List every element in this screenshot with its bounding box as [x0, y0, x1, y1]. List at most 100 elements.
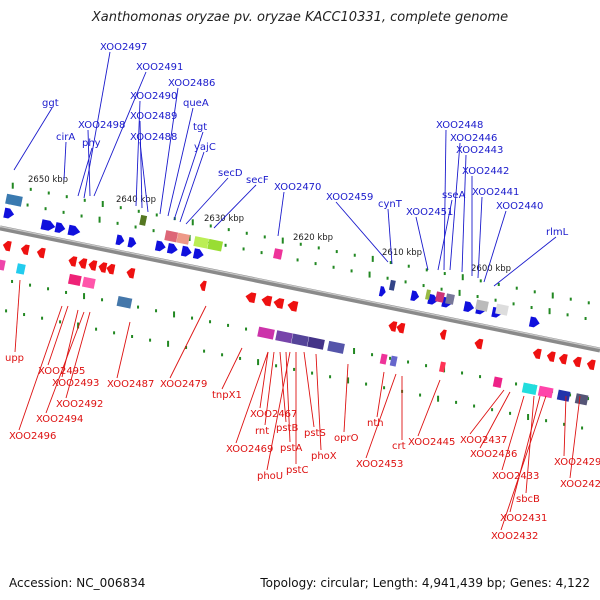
gene-block	[307, 336, 325, 350]
gene-block	[164, 230, 179, 243]
gene-block	[327, 340, 345, 354]
scale-tick	[350, 269, 353, 273]
scale-tick	[101, 298, 104, 302]
reverse-gene-arrow	[287, 300, 299, 312]
scale-tick	[419, 393, 422, 397]
scale-tick	[317, 246, 320, 250]
reverse-gene-label: XOO2496	[9, 431, 56, 442]
leader-line	[87, 129, 91, 197]
gene-block	[139, 214, 148, 226]
reverse-gene-label: XOO2453	[356, 459, 403, 470]
scale-tick	[5, 309, 8, 313]
leader-line	[93, 71, 147, 197]
reverse-gene-arrow	[36, 247, 46, 259]
reverse-gene-arrow	[586, 359, 596, 371]
gene-block	[291, 333, 309, 347]
scale-tick	[11, 279, 14, 283]
leader-line	[315, 353, 322, 451]
gene-block-fill	[139, 214, 148, 226]
scale-tick	[533, 290, 536, 294]
scale-tick	[242, 247, 245, 251]
reverse-gene-arrow	[388, 321, 398, 332]
scale-tick	[185, 345, 188, 349]
forward-gene-label: XOO2488	[130, 132, 177, 143]
reverse-gene-label: rnt	[255, 426, 269, 437]
gene-block-fill	[207, 238, 224, 252]
leader-line	[77, 147, 93, 197]
reverse-gene-label: XOO2432	[491, 531, 538, 542]
scale-tick	[275, 364, 278, 368]
leader-line	[169, 305, 207, 379]
scale-tick	[314, 262, 317, 266]
gene-block-fill	[475, 299, 489, 312]
scale-tick	[224, 243, 227, 247]
gene-block-fill	[81, 276, 96, 289]
scale-tick	[44, 207, 47, 211]
gene-block	[0, 258, 6, 271]
leader-line	[213, 184, 257, 229]
scale-tick	[437, 395, 440, 402]
gene-block-fill	[492, 376, 503, 388]
leader-line	[63, 141, 67, 181]
leader-line	[13, 107, 53, 171]
scale-tick	[587, 397, 590, 401]
gene-block-fill	[521, 382, 538, 396]
forward-gene-label: phy	[82, 138, 101, 149]
scale-tick	[584, 316, 587, 320]
scale-tick	[245, 327, 248, 331]
scale-tick	[332, 265, 335, 269]
scale-tick	[515, 382, 518, 386]
scale-tick	[383, 386, 386, 390]
scale-tick	[548, 308, 551, 315]
scale-tick	[77, 322, 80, 329]
gene-block	[273, 248, 283, 260]
scale-tick	[479, 375, 482, 379]
forward-gene-label: XOO2498	[78, 120, 125, 131]
scale-tick	[203, 349, 206, 353]
scale-tick	[569, 297, 572, 301]
gene-block	[379, 353, 388, 365]
leader-line	[563, 395, 567, 457]
leader-line	[449, 142, 461, 271]
gene-block	[81, 276, 96, 289]
scale-tick	[80, 214, 83, 218]
accession-text: Accession: NC_006834	[9, 576, 146, 590]
scale-tick	[581, 426, 584, 430]
scale-tick	[515, 286, 518, 290]
reverse-gene-label: tnpX1	[212, 390, 242, 401]
scale-tick	[113, 331, 116, 335]
leader-line	[135, 100, 141, 207]
gene-block-fill	[556, 389, 571, 402]
forward-gene-label: tgt	[193, 122, 207, 133]
leader-line	[479, 391, 511, 449]
forward-gene-label: XOO2446	[450, 133, 497, 144]
scale-tick	[425, 364, 428, 368]
scale-tick	[347, 377, 350, 384]
reverse-gene-label: nth	[367, 418, 384, 429]
gene-block	[574, 393, 589, 406]
leader-line	[116, 321, 131, 379]
scale-tick	[83, 293, 86, 300]
reverse-gene-arrow	[261, 295, 273, 307]
forward-gene-label: XOO2443	[456, 145, 503, 156]
scale-tick	[167, 340, 170, 347]
reverse-gene-arrow	[199, 280, 207, 292]
reverse-gene-label: pstS	[304, 428, 326, 439]
scale-tick	[29, 283, 32, 287]
map-title: Xanthomonas oryzae pv. oryzae KACC10331,…	[91, 10, 509, 25]
leader-line	[179, 151, 205, 223]
scale-tick	[479, 279, 482, 283]
scale-tick	[551, 292, 554, 299]
reverse-gene-arrow	[474, 338, 484, 350]
reverse-gene-label: XOO2433	[492, 471, 539, 482]
scale-label: 2610 kbp	[382, 248, 422, 258]
forward-gene-arrow	[154, 240, 166, 252]
leader-line	[159, 87, 179, 215]
scale-tick	[368, 271, 371, 278]
forward-gene-label: XOO2491	[136, 62, 183, 73]
gene-block	[388, 279, 396, 291]
scale-tick	[335, 250, 338, 254]
scale-tick	[209, 224, 212, 228]
leader-line	[509, 395, 541, 513]
gene-block-fill	[257, 326, 275, 340]
